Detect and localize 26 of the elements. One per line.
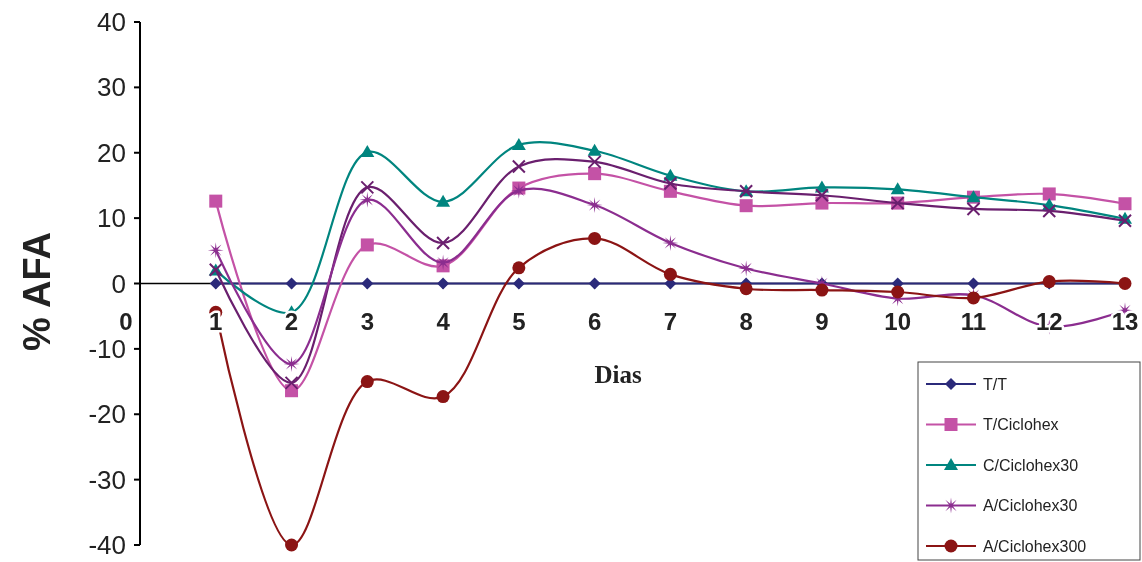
x-tick-label: 3 <box>360 307 374 335</box>
x-tick-label: 7 <box>663 307 678 335</box>
legend-label: A/Ciclohex300 <box>983 537 1087 555</box>
y-tick-label: 40 <box>97 7 126 38</box>
x-axis-title: Dias <box>594 361 642 388</box>
legend-label: T/T <box>983 375 1008 393</box>
x-tick-label: 11 <box>960 307 987 335</box>
x-tick-label: 10 <box>884 307 912 335</box>
x-tick-label: 6 <box>587 307 602 335</box>
y-tick-label: 20 <box>97 137 126 168</box>
y-tick-label: -30 <box>88 464 126 495</box>
x-tick-label: 4 <box>436 307 451 335</box>
legend-label: A/Ciclohex30 <box>983 497 1078 515</box>
y-tick-label: -10 <box>88 333 126 364</box>
y-axis-title: % AFA <box>16 232 58 351</box>
legend-label: C/Ciclohex30 <box>983 456 1079 474</box>
y-tick-label: 0 <box>111 268 126 299</box>
y-tick-label: -40 <box>88 530 126 561</box>
x-tick-label: 13 <box>1111 307 1139 335</box>
legend-label: T/Ciclohex <box>983 416 1059 434</box>
y-tick-label: 10 <box>97 203 126 234</box>
x-tick-label: 8 <box>739 307 753 335</box>
y-tick-label: -20 <box>88 399 126 430</box>
x-tick-label: 5 <box>512 307 526 335</box>
x-tick-label: 9 <box>815 307 829 335</box>
y-tick-label: 30 <box>97 72 126 103</box>
